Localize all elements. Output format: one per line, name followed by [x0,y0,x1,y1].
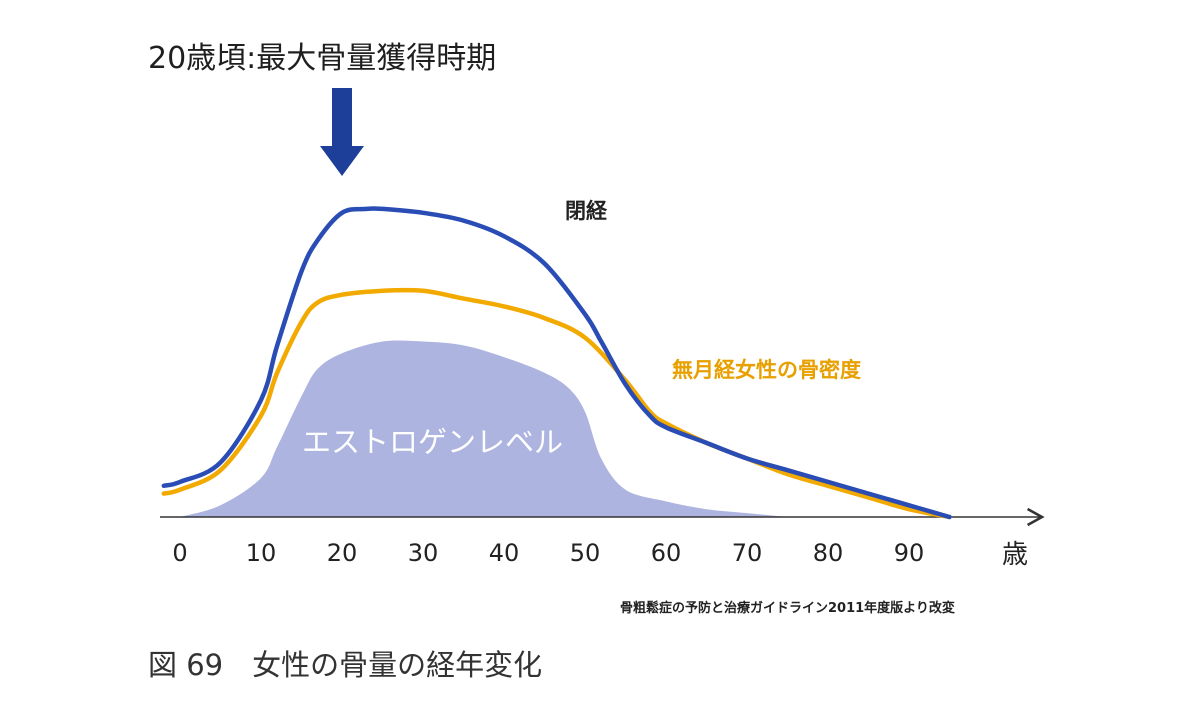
x-tick-label: 20 [327,539,358,567]
label-menopause: 閉経 [565,199,608,223]
x-axis-unit: 歳 [1002,540,1028,570]
peak-arrow-icon [320,88,364,176]
label-estrogen: エストロゲンレベル [302,425,563,459]
source-note: 骨粗鬆症の予防と治療ガイドライン2011年度版より改変 [620,600,955,616]
series-line-menopause [161,206,952,520]
x-tick-label: 40 [489,539,520,567]
x-tick-label: 80 [813,539,844,567]
x-tick-label: 30 [408,539,439,567]
figure-caption: 図 69 女性の骨量の経年変化 [148,648,542,682]
x-tick-label: 0 [172,539,187,567]
label-amenorrhea: 無月経女性の骨密度 [672,358,861,382]
x-tick-label: 90 [894,539,925,567]
x-tick-label: 10 [246,539,277,567]
x-tick-label: 50 [570,539,601,567]
x-tick-label: 60 [651,539,682,567]
series-area-estrogen [180,340,788,517]
x-tick-label: 70 [732,539,763,567]
series-line-amenorrhea [161,287,952,520]
chart-title: 20歳頃:最大骨量獲得時期 [148,41,496,76]
